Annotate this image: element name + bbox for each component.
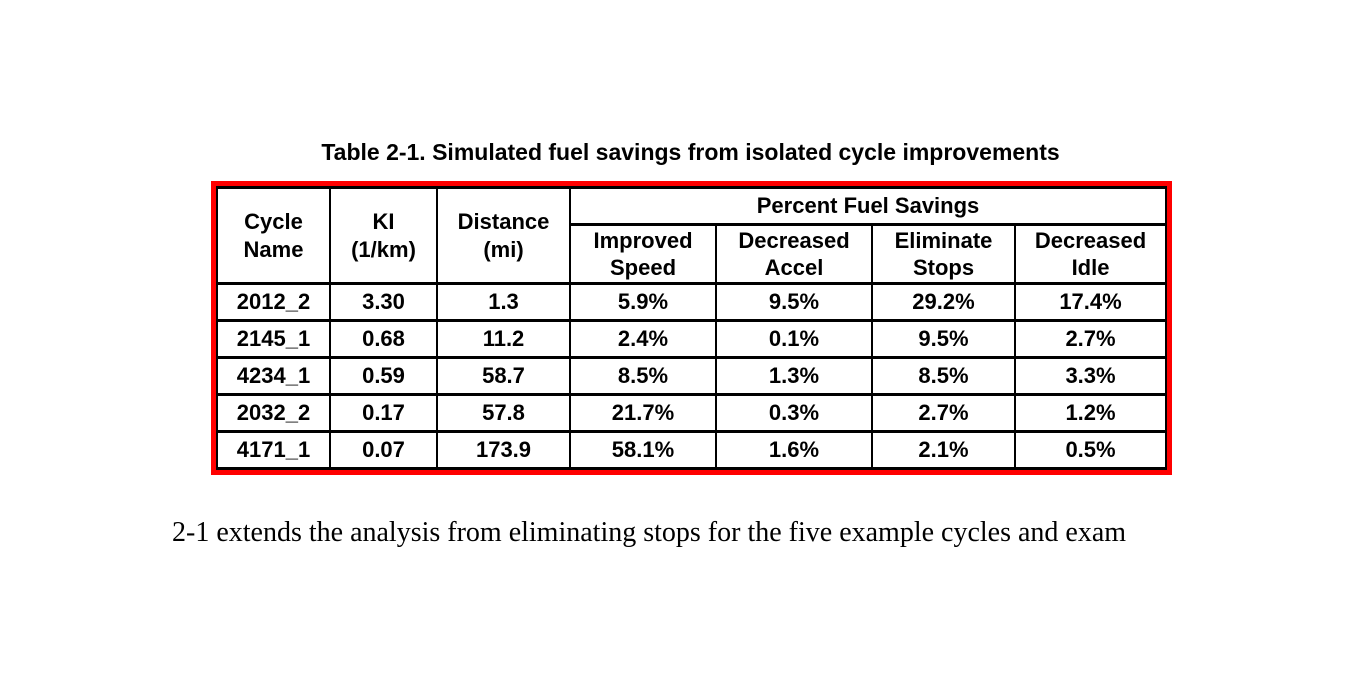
table-row: 2032_2 0.17 57.8 21.7% 0.3% 2.7% 1.2% bbox=[216, 393, 1168, 433]
table-cell: 2.4% bbox=[569, 319, 717, 359]
table-cell: 2145_1 bbox=[216, 319, 331, 359]
table-cell: 8.5% bbox=[871, 356, 1016, 396]
col-header-eliminate-stops: Eliminate Stops bbox=[871, 223, 1016, 285]
table-cell: 58.7 bbox=[436, 356, 571, 396]
col-header-cycle-name: Cycle Name bbox=[216, 186, 331, 285]
col-header-decreased-idle: Decreased Idle bbox=[1013, 223, 1168, 285]
col-header-percent-fuel-savings: Percent Fuel Savings bbox=[568, 186, 1168, 226]
table-cell: 11.2 bbox=[436, 319, 571, 359]
table-cell: 21.7% bbox=[569, 393, 717, 433]
col-header-distance: Distance (mi) bbox=[436, 186, 571, 285]
header-row-sub: Improved Speed Decreased Accel Eliminate… bbox=[217, 223, 1168, 285]
header-row-group: Cycle Name KI (1/km) Distance (mi) Perce… bbox=[216, 186, 1168, 285]
table-row: 4171_1 0.07 173.9 58.1% 1.6% 2.1% 0.5% bbox=[216, 430, 1168, 470]
table-cell: 8.5% bbox=[569, 356, 717, 396]
fuel-savings-table: Cycle Name KI (1/km) Distance (mi) Perce… bbox=[211, 181, 1173, 475]
table-cell: 9.5% bbox=[871, 319, 1016, 359]
table-cell: 1.3 bbox=[436, 282, 571, 322]
table-cell: 0.3% bbox=[715, 393, 873, 433]
table-cell: 1.6% bbox=[715, 430, 873, 470]
table-cell: 3.3% bbox=[1013, 356, 1168, 396]
table-cell: 4234_1 bbox=[216, 356, 331, 396]
table-cell: 173.9 bbox=[436, 430, 571, 470]
table-row: 2012_2 3.30 1.3 5.9% 9.5% 29.2% 17.4% bbox=[216, 282, 1168, 322]
table-cell: 57.8 bbox=[436, 393, 571, 433]
body-paragraph: 2-1 extends the analysis from eliminatin… bbox=[172, 517, 1127, 548]
table-cell: 1.3% bbox=[715, 356, 873, 396]
table-cell: 0.68 bbox=[329, 319, 438, 359]
table-row: 2145_1 0.68 11.2 2.4% 0.1% 9.5% 2.7% bbox=[216, 319, 1168, 359]
table-cell: 0.59 bbox=[329, 356, 438, 396]
table-cell: 4171_1 bbox=[216, 430, 331, 470]
table-cell: 5.9% bbox=[569, 282, 717, 322]
table-cell: 3.30 bbox=[329, 282, 438, 322]
table-cell: 2.1% bbox=[871, 430, 1016, 470]
table-cell: 0.5% bbox=[1013, 430, 1168, 470]
table-cell: 29.2% bbox=[871, 282, 1016, 322]
table-cell: 58.1% bbox=[569, 430, 717, 470]
table-cell: 17.4% bbox=[1013, 282, 1168, 322]
table-cell: 0.07 bbox=[329, 430, 438, 470]
col-header-improved-speed: Improved Speed bbox=[569, 223, 717, 285]
table-cell: 9.5% bbox=[715, 282, 873, 322]
col-header-ki: KI (1/km) bbox=[329, 186, 438, 285]
table-cell: 0.17 bbox=[329, 393, 438, 433]
table-cell: 2.7% bbox=[1013, 319, 1168, 359]
table-row: 4234_1 0.59 58.7 8.5% 1.3% 8.5% 3.3% bbox=[216, 356, 1168, 396]
table-cell: 2.7% bbox=[871, 393, 1016, 433]
table-caption: Table 2-1. Simulated fuel savings from i… bbox=[321, 139, 1060, 165]
table-cell: 2012_2 bbox=[216, 282, 331, 322]
table-cell: 1.2% bbox=[1013, 393, 1168, 433]
col-header-decreased-accel: Decreased Accel bbox=[715, 223, 873, 285]
table-cell: 0.1% bbox=[715, 319, 873, 359]
table-cell: 2032_2 bbox=[216, 393, 331, 433]
